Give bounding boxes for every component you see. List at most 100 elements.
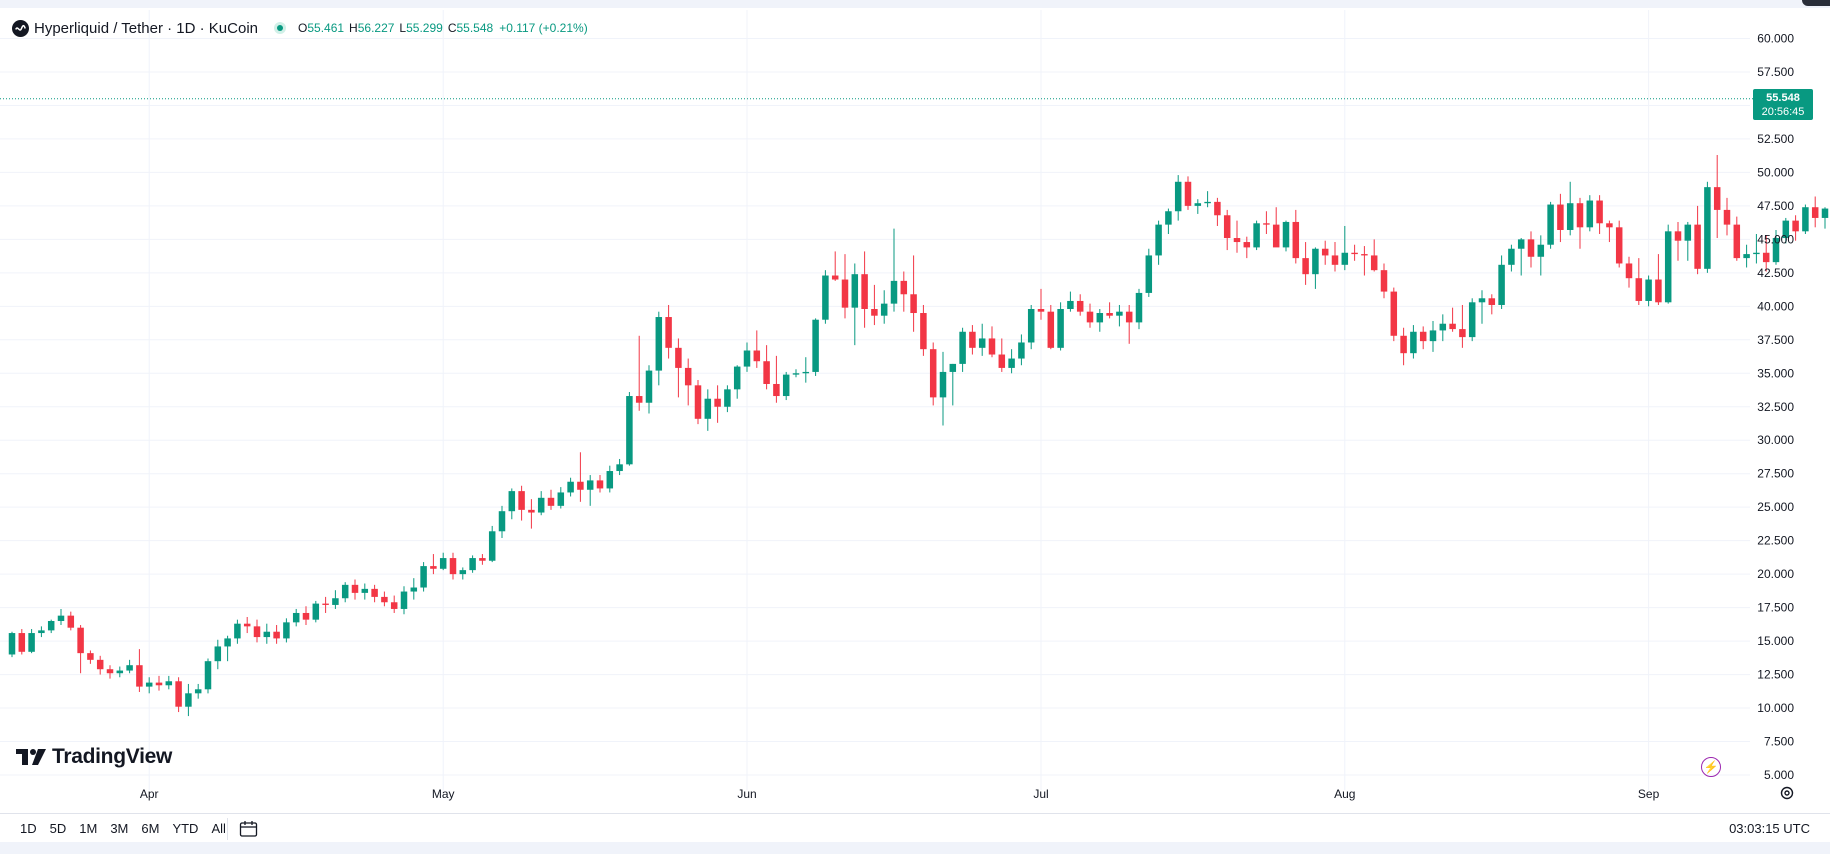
candle-body <box>1537 244 1545 257</box>
candle-body <box>214 646 222 662</box>
candle-body <box>175 681 182 707</box>
candle-body <box>96 659 104 670</box>
candle-body <box>1204 201 1211 204</box>
price-axis[interactable]: 5.000 7.500 10.000 12.500 15.000 17.500 20.000… <box>1757 32 1794 783</box>
time-tick-label: Aug <box>1334 787 1355 801</box>
candle-body <box>920 313 927 350</box>
price-tick-label: 57.500 <box>1757 65 1794 79</box>
candle-body <box>469 558 476 571</box>
last-price-tag: 55.548 20:56:45 <box>1753 89 1813 120</box>
candle-body <box>1547 204 1554 245</box>
candle-body <box>498 511 506 532</box>
top-strip <box>0 0 1830 8</box>
candle-body <box>714 398 721 407</box>
settings-gear-icon[interactable] <box>1779 785 1795 801</box>
candle-body <box>204 661 212 690</box>
candle-body <box>812 319 819 372</box>
candle-body <box>577 481 584 490</box>
candle-body <box>1419 331 1427 342</box>
grid <box>0 10 1750 790</box>
candle-body <box>861 274 868 309</box>
candle-body <box>224 638 231 647</box>
candle-body <box>1566 203 1574 230</box>
candle-body <box>1655 279 1662 303</box>
candle-body <box>1390 291 1398 336</box>
candle-body <box>439 558 447 569</box>
candle-body <box>851 274 859 308</box>
price-tick-label: 32.500 <box>1757 400 1794 414</box>
range-all[interactable]: All <box>211 821 226 836</box>
candle-body <box>1517 239 1525 249</box>
candle-body <box>1410 331 1417 354</box>
candle-body <box>38 630 45 634</box>
candle-body <box>704 398 712 419</box>
time-tick-label: Jul <box>1033 787 1048 801</box>
candle-body <box>773 383 780 397</box>
candle-body <box>1557 204 1564 230</box>
range-3m[interactable]: 3M <box>110 821 129 836</box>
candle-body <box>67 615 75 628</box>
range-selector: 1D 5D 1M 3M 6M YTD All <box>20 821 239 836</box>
candle-body <box>1302 258 1309 275</box>
tradingview-logo[interactable]: TradingView <box>16 745 172 769</box>
candle-body <box>684 367 692 386</box>
candle-body <box>675 347 682 368</box>
candle-body <box>479 558 486 561</box>
open-label: O <box>298 21 308 35</box>
candle-body <box>616 464 623 472</box>
candles <box>8 155 1829 717</box>
candle-body <box>155 682 163 686</box>
candle-body <box>626 396 633 465</box>
candle-body <box>1361 254 1368 256</box>
price-tick-label: 30.000 <box>1757 433 1794 447</box>
calendar-goto-icon[interactable] <box>239 820 259 838</box>
candle-body <box>1821 208 1829 218</box>
utc-clock[interactable]: 03:03:15 UTC <box>1729 821 1810 836</box>
candle-body <box>1165 211 1172 225</box>
candle-body <box>1047 311 1055 348</box>
time-tick-label: May <box>432 787 455 801</box>
range-ytd[interactable]: YTD <box>172 821 199 836</box>
candle-body <box>763 361 770 384</box>
market-status-icon[interactable] <box>274 22 286 34</box>
bar-countdown: 20:56:45 <box>1761 106 1805 118</box>
candle-body <box>194 689 202 694</box>
candle-body <box>1635 278 1643 301</box>
candle-body <box>1478 298 1486 303</box>
range-1d[interactable]: 1D <box>20 821 37 836</box>
range-1m[interactable]: 1M <box>79 821 98 836</box>
candle-body <box>1723 209 1731 225</box>
symbol-title[interactable]: Hyperliquid / Tether · 1D · KuCoin <box>34 19 258 37</box>
candle-body <box>547 497 555 506</box>
window-corner <box>1802 0 1830 6</box>
candle-body <box>1488 298 1496 305</box>
price-tick-label: 37.500 <box>1757 333 1794 347</box>
range-5d[interactable]: 5D <box>49 821 67 836</box>
high-label: H <box>349 21 358 35</box>
last-price-value: 55.548 <box>1766 92 1800 104</box>
candlestick-chart[interactable]: 5.000 7.500 10.000 12.500 15.000 17.500 20.000… <box>0 0 1830 813</box>
range-6m[interactable]: 6M <box>141 821 160 836</box>
candle-body <box>1174 181 1182 212</box>
lightning-icon[interactable]: ⚡ <box>1701 757 1721 777</box>
candle-body <box>263 631 271 638</box>
close-value: 55.548 <box>456 21 494 35</box>
candle-body <box>449 558 457 575</box>
candle-body <box>459 570 467 575</box>
candle-body <box>420 566 427 588</box>
candle-body <box>929 349 937 398</box>
candle-body <box>1233 238 1241 243</box>
candle-body <box>410 587 418 592</box>
candle-body <box>871 308 878 316</box>
candle-body <box>165 681 173 686</box>
candle-body <box>1214 201 1221 216</box>
candle-body <box>1645 279 1652 301</box>
candle-body <box>1106 313 1113 316</box>
symbol-legend: Hyperliquid / Tether · 1D · KuCoin O 55.4… <box>12 18 588 38</box>
candle-body <box>1253 223 1260 248</box>
time-axis[interactable]: Apr May Jun Jul Aug Sep <box>140 787 1660 801</box>
candle-body <box>185 693 192 707</box>
candle-body <box>1625 263 1633 279</box>
candle-body <box>1576 203 1584 228</box>
candle-body <box>831 275 839 280</box>
